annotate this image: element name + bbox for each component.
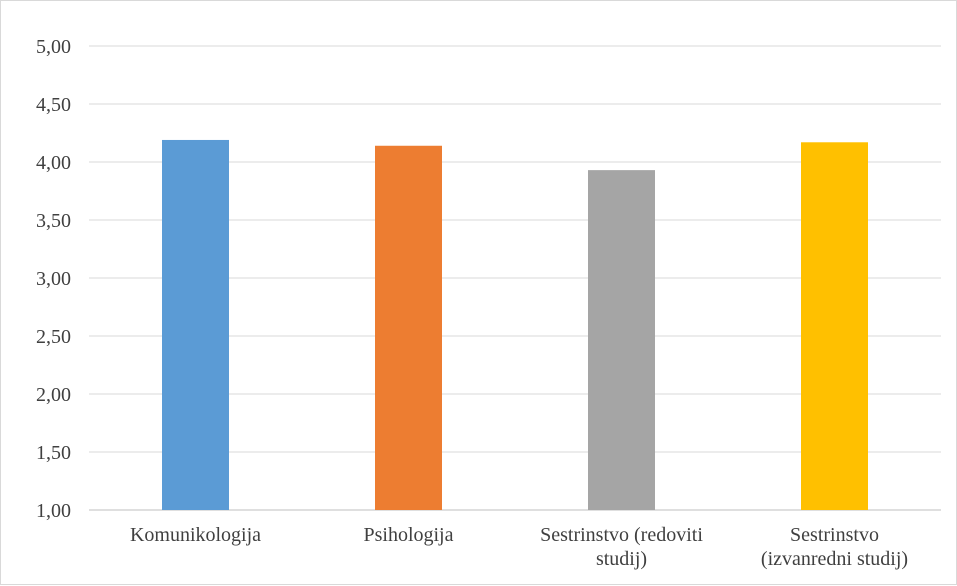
gridlines <box>89 45 941 511</box>
bar <box>375 145 442 510</box>
bar <box>588 170 655 510</box>
bar <box>801 142 868 510</box>
x-axis-category-labels: Komunikologija Psihologija Sestrinstvo (re… <box>130 524 908 570</box>
y-tick-label: 4,50 <box>36 94 71 116</box>
y-tick-label: 3,00 <box>36 268 71 290</box>
y-tick-label: 3,50 <box>36 210 71 232</box>
x-category-label: Komunikologija <box>130 524 261 546</box>
y-tick-label: 2,50 <box>36 326 71 348</box>
x-category-label: (izvanredni studij) <box>761 548 908 570</box>
x-category-label: Sestrinstvo (redoviti <box>540 524 703 546</box>
y-tick-label: 1,50 <box>36 442 71 464</box>
y-tick-label: 5,00 <box>36 36 71 58</box>
y-tick-label: 1,00 <box>36 500 71 522</box>
x-category-label: Psihologija <box>363 524 453 546</box>
y-axis-tick-labels: 1,00 1,50 2,00 2,50 3,00 3,50 4,00 4,50 5,00 <box>36 36 71 522</box>
x-category-label: studij) <box>596 548 647 570</box>
y-tick-label: 4,00 <box>36 152 71 174</box>
bar <box>162 139 229 510</box>
x-category-label: Sestrinstvo <box>790 524 879 546</box>
bars <box>162 139 868 510</box>
y-tick-label: 2,00 <box>36 384 71 406</box>
